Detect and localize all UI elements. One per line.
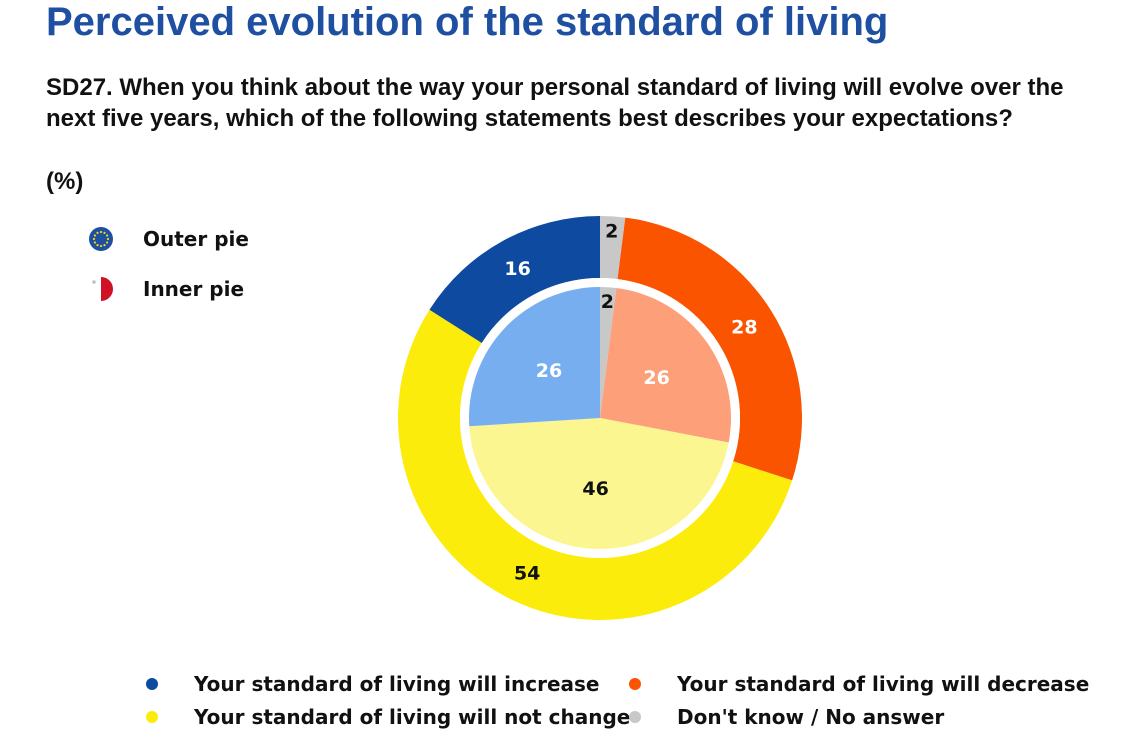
inner-slice-increase [469, 287, 600, 427]
legend-dot-dont-know [629, 711, 641, 723]
legend-item-decrease: Your standard of living will decrease [629, 672, 1089, 696]
legend-dot-decrease [629, 678, 641, 690]
eu-flag-icon [89, 227, 113, 251]
inner-label-dont-know: 2 [601, 291, 614, 313]
outer-slice-dont-know [600, 216, 626, 280]
outer-label-no-change: 54 [514, 563, 540, 585]
inner-slice-decrease [600, 288, 731, 443]
page-title: Perceived evolution of the standard of l… [46, 0, 889, 44]
outer-slice-no-change [397, 309, 793, 621]
inner-label-no-change: 46 [582, 478, 608, 500]
outer-label-dont-know: 2 [605, 220, 618, 242]
legend-item-dont-know: Don't know / No answer [629, 705, 944, 729]
inner-pie-legend-label: Inner pie [143, 277, 245, 301]
outer-pie-legend-label: Outer pie [143, 227, 249, 251]
legend-item-increase: Your standard of living will increase [146, 672, 599, 696]
inner-label-increase: 26 [536, 360, 562, 382]
outer-slice-decrease [617, 217, 802, 481]
outer-slice-increase [429, 216, 600, 343]
legend-label-decrease: Your standard of living will decrease [677, 672, 1090, 696]
legend-label-dont-know: Don't know / No answer [677, 705, 945, 729]
legend-dot-increase [146, 678, 158, 690]
outer-label-decrease: 28 [731, 316, 757, 338]
outer-pie-legend: Outer pie [88, 226, 249, 252]
inner-slice-no-change [469, 418, 729, 549]
outer-label-increase: 16 [504, 258, 530, 280]
legend-label-increase: Your standard of living will increase [194, 672, 600, 696]
inner-pie-legend: Inner pie [88, 276, 244, 302]
legend-dot-no-change [146, 711, 158, 723]
legend-item-no-change: Your standard of living will not change [146, 705, 630, 729]
survey-question: SD27. When you think about the way your … [46, 74, 1064, 132]
unit-label: (%) [46, 168, 84, 195]
legend-label-no-change: Your standard of living will not change [194, 705, 631, 729]
inner-label-decrease: 26 [643, 367, 669, 389]
malta-flag-icon [89, 277, 113, 301]
inner-slice-dont-know [600, 287, 617, 418]
